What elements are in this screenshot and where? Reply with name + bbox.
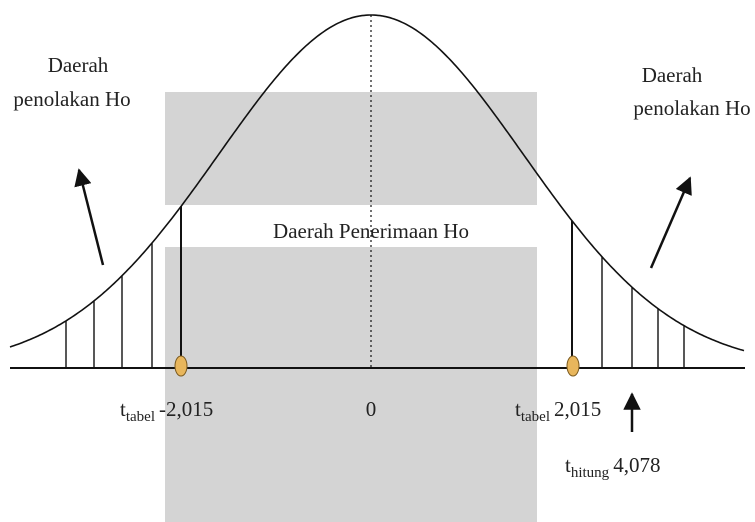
- label: penolakan Ho: [13, 87, 130, 111]
- t-label: ttabel -2,015: [120, 397, 213, 425]
- t-label: thitung 4,078: [565, 453, 660, 481]
- label: Daerah: [642, 63, 703, 87]
- arrow: [649, 176, 692, 269]
- value: 4,078: [613, 453, 660, 477]
- symbol: t: [120, 397, 126, 421]
- watermark-block: [165, 92, 537, 205]
- symbol: t: [515, 397, 521, 421]
- critical-point: [566, 355, 580, 377]
- subscript: tabel: [126, 409, 155, 425]
- label: 0: [366, 397, 377, 421]
- critical-point: [174, 355, 188, 377]
- symbol: t: [565, 453, 571, 477]
- arrow: [74, 168, 105, 266]
- label: penolakan Ho: [633, 96, 750, 120]
- bell-curve: [9, 14, 745, 368]
- curve: [9, 14, 745, 352]
- subscript: hitung: [571, 465, 610, 481]
- value: -2,015: [159, 397, 213, 421]
- value: 2,015: [554, 397, 601, 421]
- t-label: ttabel 2,015: [515, 397, 601, 425]
- watermark-block: [165, 247, 537, 522]
- subscript: tabel: [521, 409, 550, 425]
- label: Daerah: [48, 53, 109, 77]
- label: Daerah Penerimaan Ho: [273, 219, 469, 243]
